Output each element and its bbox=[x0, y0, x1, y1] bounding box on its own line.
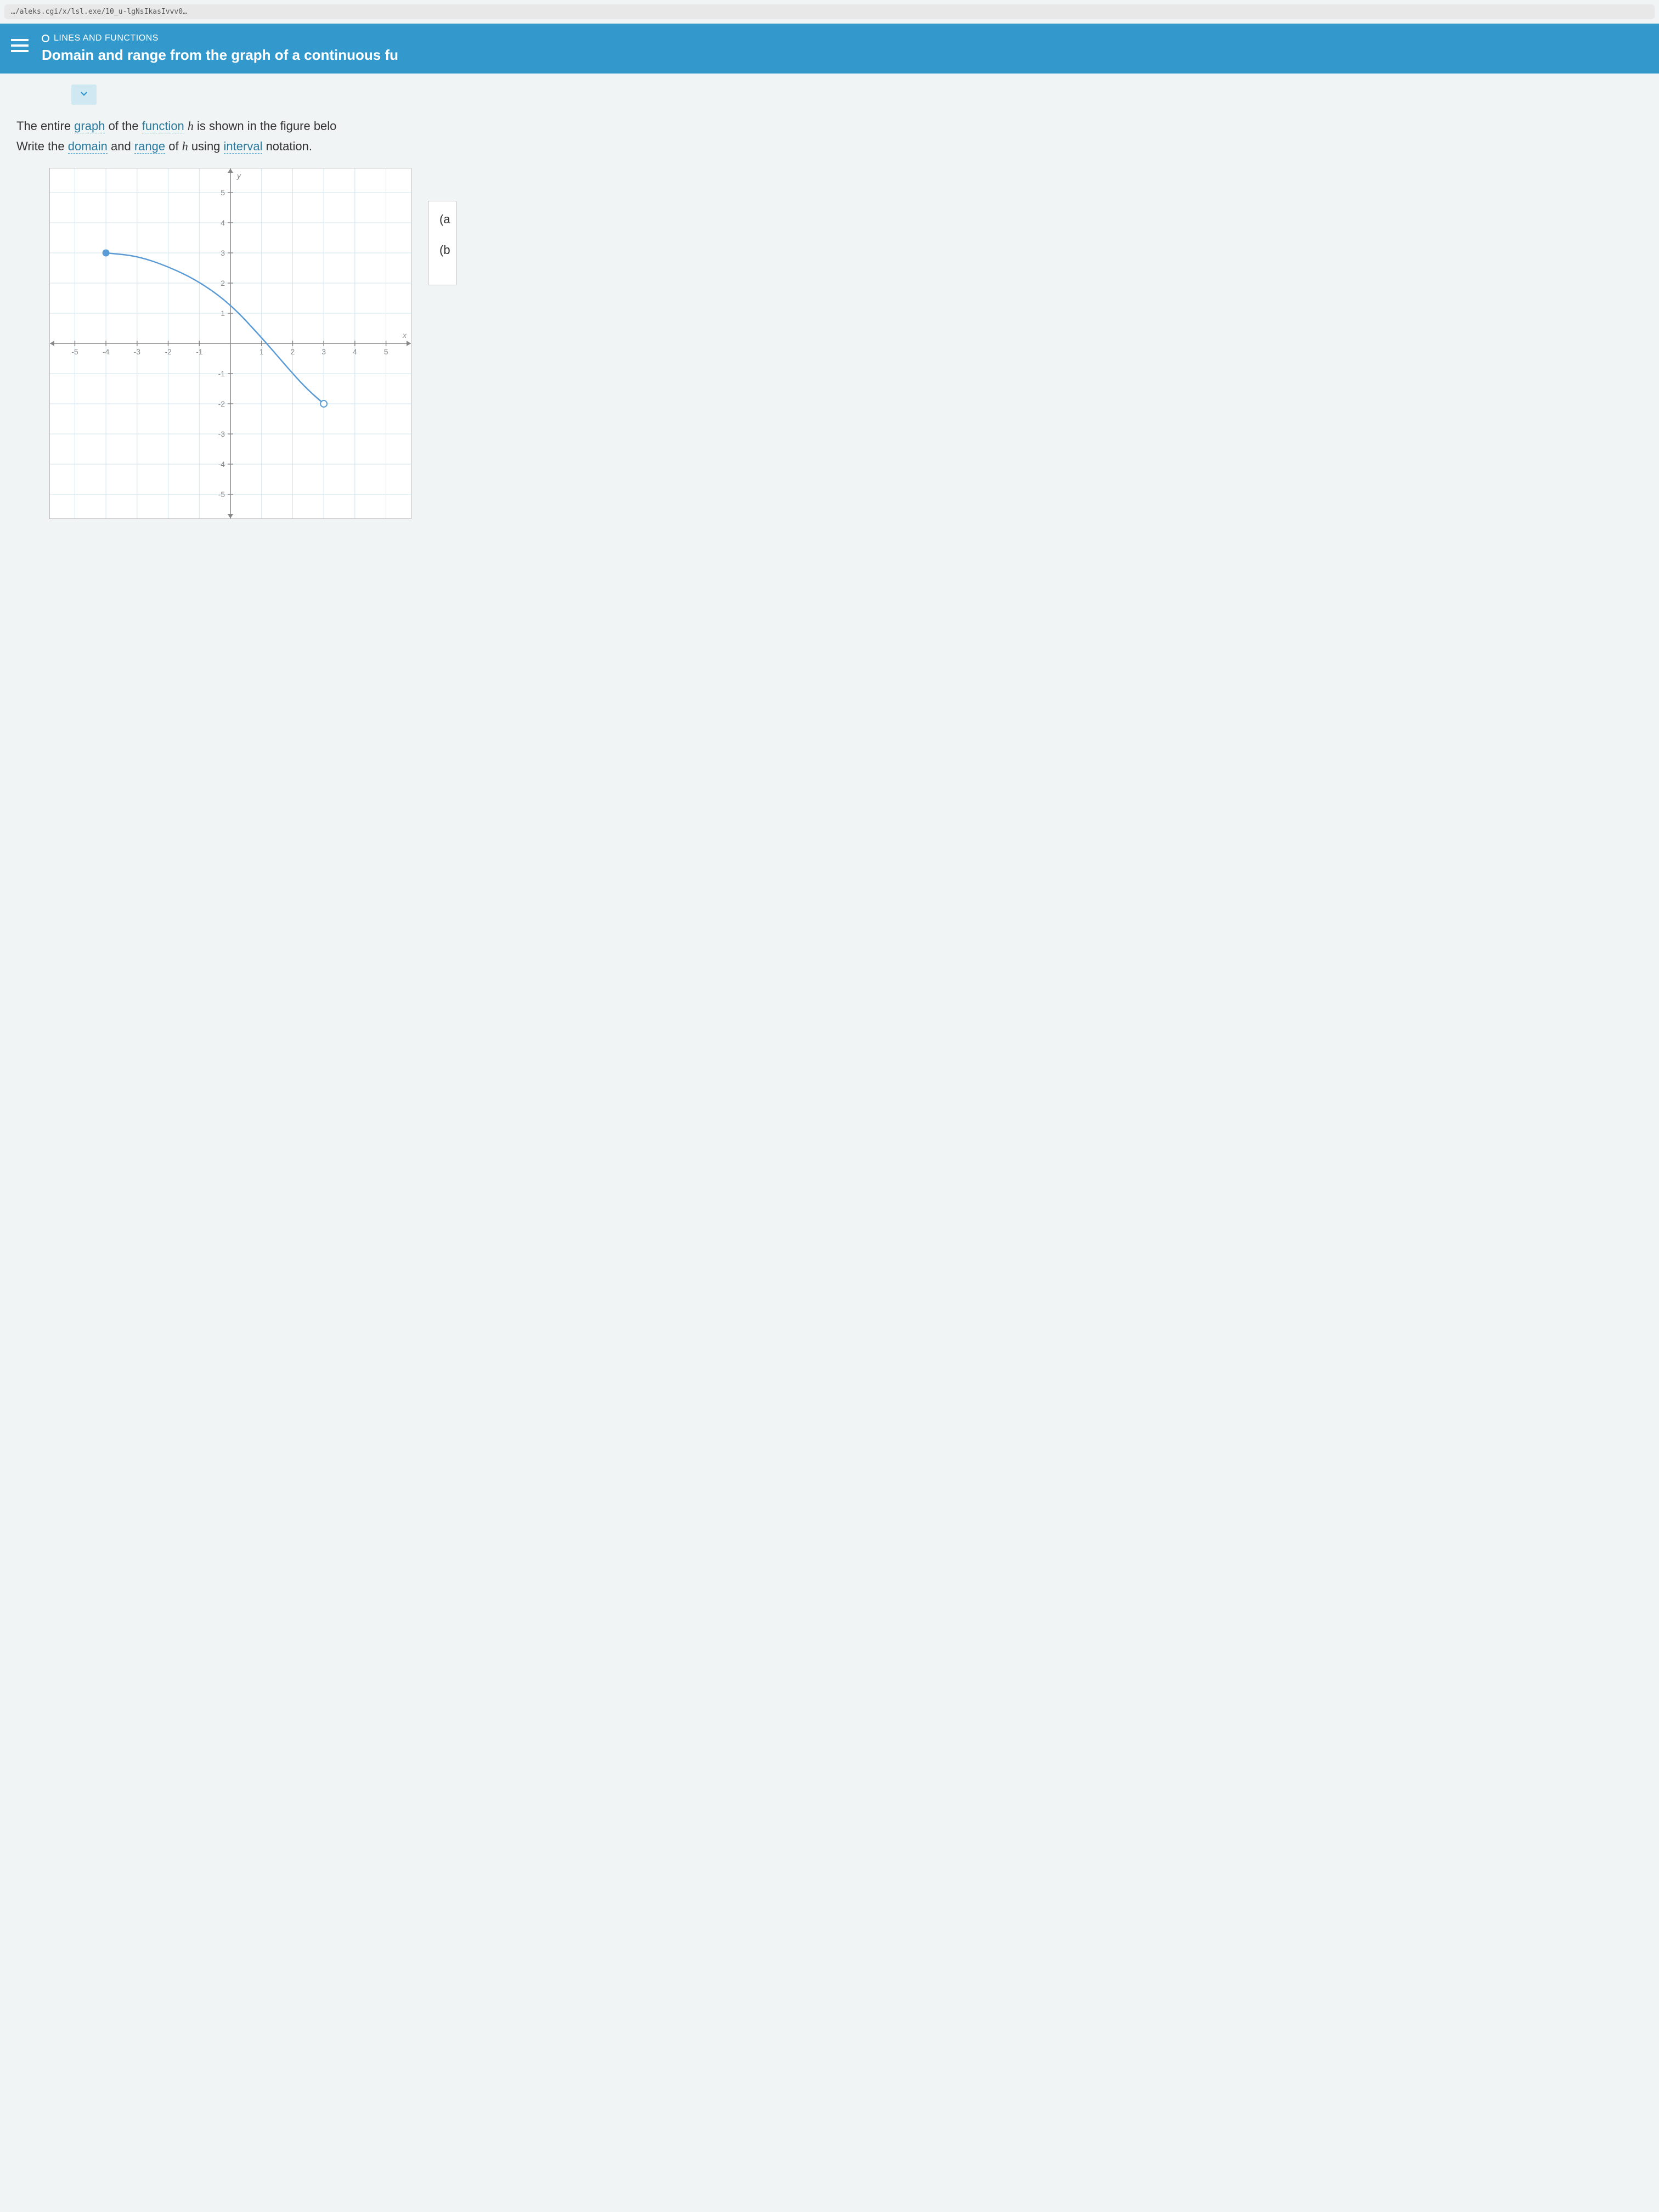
term-function[interactable]: function bbox=[142, 119, 184, 133]
svg-text:4: 4 bbox=[221, 218, 225, 227]
svg-text:-1: -1 bbox=[218, 369, 225, 378]
chevron-down-icon bbox=[79, 89, 89, 99]
svg-text:4: 4 bbox=[353, 347, 357, 356]
svg-text:1: 1 bbox=[221, 309, 225, 318]
answer-panel: (a (b bbox=[428, 201, 456, 285]
svg-text:-4: -4 bbox=[103, 347, 110, 356]
dropdown-button[interactable] bbox=[71, 84, 97, 105]
svg-text:2: 2 bbox=[291, 347, 295, 356]
svg-text:x: x bbox=[402, 331, 407, 340]
svg-text:-2: -2 bbox=[165, 347, 172, 356]
term-interval[interactable]: interval bbox=[224, 139, 263, 154]
graph: -5 -4 -3 -2 -1 1 2 3 4 5 -5 -4 -3 -2 -1 1 2 3 4 5 x y bbox=[49, 168, 411, 519]
breadcrumb-text: LINES AND FUNCTIONS bbox=[54, 33, 159, 43]
svg-text:-5: -5 bbox=[71, 347, 78, 356]
circle-icon bbox=[42, 35, 49, 42]
svg-text:5: 5 bbox=[384, 347, 388, 356]
header: LINES AND FUNCTIONS Domain and range fro… bbox=[0, 24, 1659, 74]
svg-text:-5: -5 bbox=[218, 490, 225, 499]
problem-text: The entire graph of the function h is sh… bbox=[16, 116, 1643, 157]
svg-text:1: 1 bbox=[259, 347, 264, 356]
svg-text:-3: -3 bbox=[218, 430, 225, 438]
answer-b-label: (b bbox=[439, 243, 450, 257]
term-range[interactable]: range bbox=[134, 139, 165, 154]
menu-icon[interactable] bbox=[11, 39, 29, 52]
svg-text:5: 5 bbox=[221, 188, 225, 197]
svg-text:-4: -4 bbox=[218, 460, 225, 469]
breadcrumb: LINES AND FUNCTIONS bbox=[42, 33, 1648, 43]
content-area: The entire graph of the function h is sh… bbox=[0, 74, 1659, 530]
page-title: Domain and range from the graph of a con… bbox=[42, 47, 1648, 64]
term-graph[interactable]: graph bbox=[74, 119, 105, 133]
svg-text:3: 3 bbox=[221, 249, 225, 257]
svg-text:2: 2 bbox=[221, 279, 225, 287]
svg-text:-1: -1 bbox=[196, 347, 203, 356]
svg-text:y: y bbox=[236, 171, 241, 180]
svg-text:3: 3 bbox=[321, 347, 326, 356]
svg-text:-2: -2 bbox=[218, 399, 225, 408]
answer-a-label: (a bbox=[439, 212, 450, 227]
url-bar: …/aleks.cgi/x/lsl.exe/10_u-lgNsIkasIvvv0… bbox=[4, 4, 1655, 19]
term-domain[interactable]: domain bbox=[68, 139, 108, 154]
svg-text:-3: -3 bbox=[134, 347, 141, 356]
